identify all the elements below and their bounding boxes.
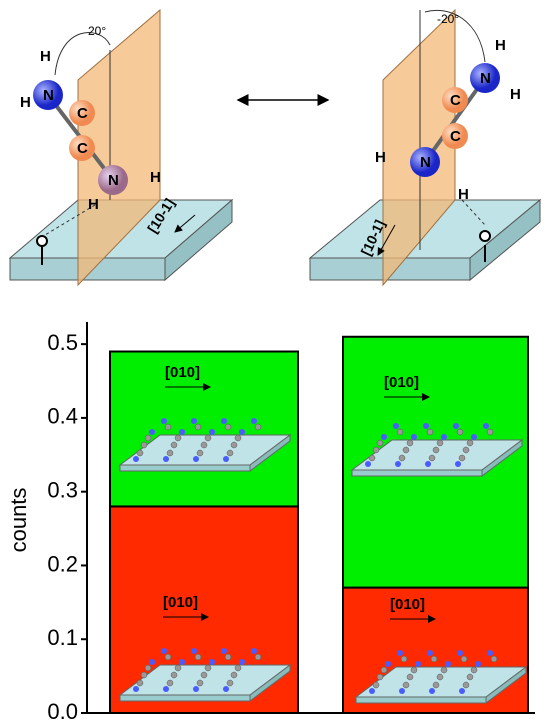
- atom-label: H: [20, 94, 31, 111]
- annotation: [010]: [390, 596, 425, 613]
- angle-label: 20°: [88, 24, 106, 38]
- atom-label: C: [77, 105, 88, 122]
- y-tick-label: 0.0: [47, 699, 78, 724]
- atom-label: N: [108, 172, 119, 189]
- y-tick-label: 0.3: [47, 477, 78, 502]
- atom-label: H: [150, 169, 161, 186]
- plot: 0.0 0.1 0.2 0.3 0.4 0.5 [010] [010] [010] [010]: [47, 322, 535, 724]
- atom-label: N: [43, 87, 54, 104]
- y-tick-label: 0.5: [47, 330, 78, 355]
- bar-segment: [109, 350, 299, 508]
- annotation: [010]: [163, 594, 198, 611]
- y-tick-label: 0.1: [47, 625, 78, 650]
- y-tick-label: 0.2: [47, 551, 78, 576]
- atom-label: H: [375, 149, 386, 166]
- angle-label: -20°: [437, 12, 459, 26]
- atom-label: C: [450, 92, 461, 109]
- y-axis-label: counts: [6, 488, 31, 553]
- atom-label: N: [480, 70, 491, 87]
- atom-label: H: [88, 196, 99, 213]
- annotation: [010]: [384, 374, 419, 391]
- left-diagram: H N H C C N H H 20° [10-1]: [8, 8, 234, 287]
- atom-label: H: [40, 48, 51, 65]
- y-tick-label: 0.4: [47, 404, 78, 429]
- atom-label: H: [495, 37, 506, 54]
- annotation: [010]: [165, 364, 200, 381]
- atom-label: H: [510, 86, 521, 103]
- right-diagram: H N H C C N H H -20° [10-1]: [308, 8, 542, 287]
- atom-label: H: [458, 186, 469, 203]
- atom-label: N: [420, 154, 431, 171]
- atom-label: C: [77, 140, 88, 157]
- atom-label: C: [450, 128, 461, 145]
